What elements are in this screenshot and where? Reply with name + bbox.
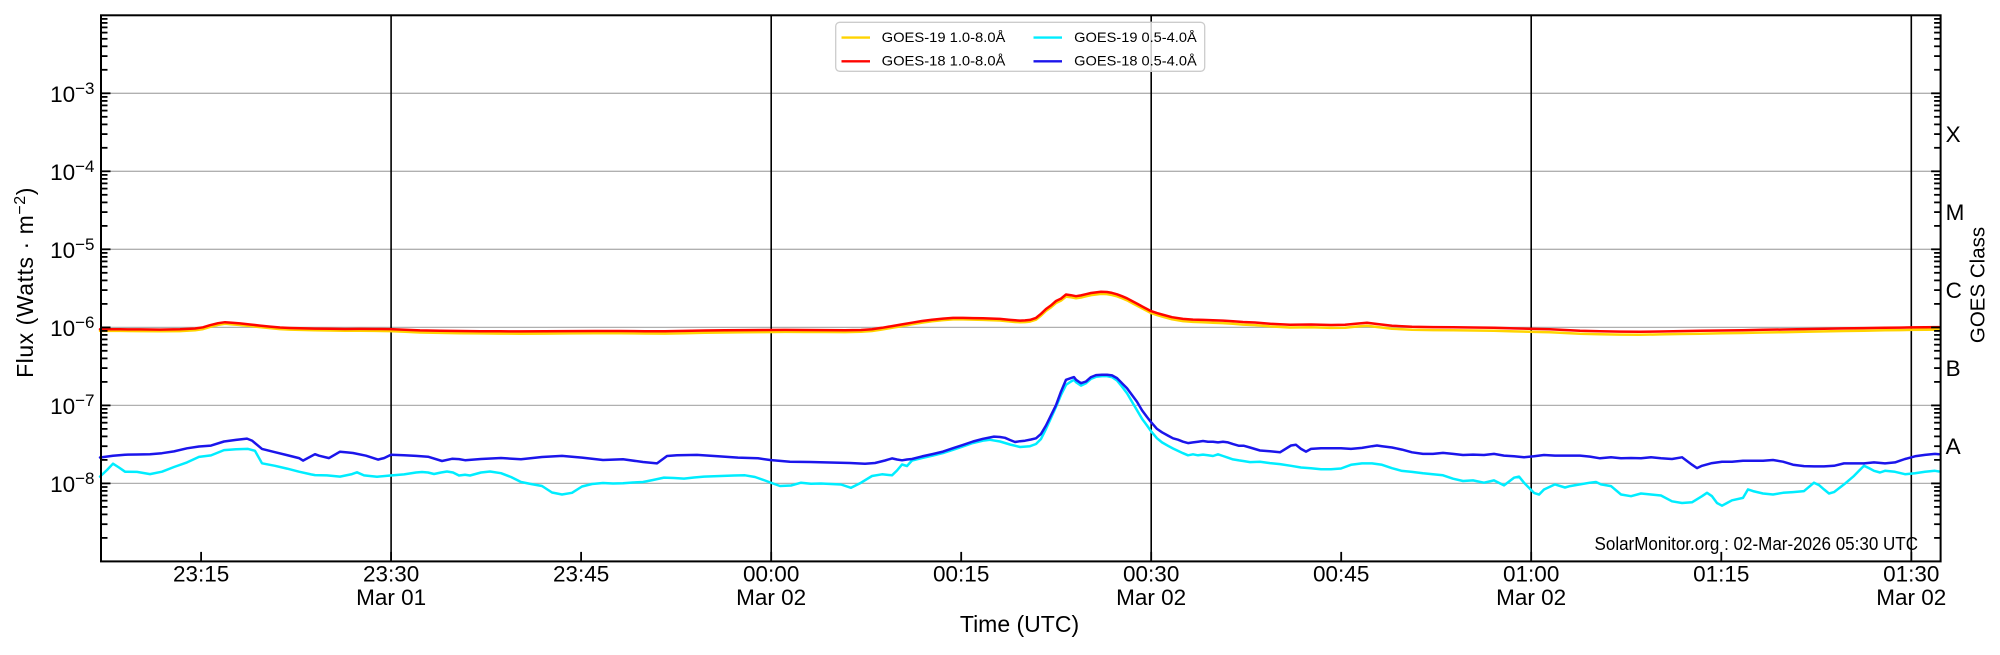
svg-text:23:15: 23:15 (173, 562, 229, 587)
svg-text:GOES Class: GOES Class (1967, 227, 1990, 343)
svg-text:GOES-19 0.5-4.0Å: GOES-19 0.5-4.0Å (1074, 29, 1197, 45)
svg-text:C: C (1946, 278, 1962, 303)
svg-text:00:00: 00:00 (743, 562, 799, 587)
svg-text:23:45: 23:45 (553, 562, 609, 587)
svg-text:M: M (1946, 200, 1965, 225)
svg-text:Time (UTC): Time (UTC) (960, 611, 1079, 637)
svg-text:00:45: 00:45 (1313, 562, 1369, 587)
svg-text:Mar 02: Mar 02 (736, 585, 806, 610)
svg-text:01:30: 01:30 (1883, 562, 1939, 587)
svg-text:Flux (Watts · m−2): Flux (Watts · m−2) (12, 187, 38, 378)
svg-text:00:15: 00:15 (933, 562, 989, 587)
svg-text:01:15: 01:15 (1693, 562, 1749, 587)
svg-text:Mar 02: Mar 02 (1116, 585, 1186, 610)
svg-text:GOES-18 0.5-4.0Å: GOES-18 0.5-4.0Å (1074, 53, 1197, 69)
svg-text:00:30: 00:30 (1123, 562, 1179, 587)
svg-text:GOES-19 1.0-8.0Å: GOES-19 1.0-8.0Å (882, 29, 1006, 45)
svg-text:SolarMonitor.org : 02-Mar-2026: SolarMonitor.org : 02-Mar-2026 05:30 UTC (1595, 534, 1919, 554)
svg-text:Mar 02: Mar 02 (1496, 585, 1566, 610)
svg-text:10−6: 10−6 (50, 313, 94, 341)
svg-text:B: B (1946, 356, 1961, 381)
svg-text:A: A (1946, 434, 1961, 459)
svg-text:Mar 01: Mar 01 (356, 585, 426, 610)
svg-text:01:00: 01:00 (1503, 562, 1559, 587)
svg-text:Mar 02: Mar 02 (1876, 585, 1946, 610)
svg-text:23:30: 23:30 (363, 562, 419, 587)
svg-text:X: X (1946, 122, 1961, 147)
svg-text:GOES-18 1.0-8.0Å: GOES-18 1.0-8.0Å (882, 53, 1006, 69)
